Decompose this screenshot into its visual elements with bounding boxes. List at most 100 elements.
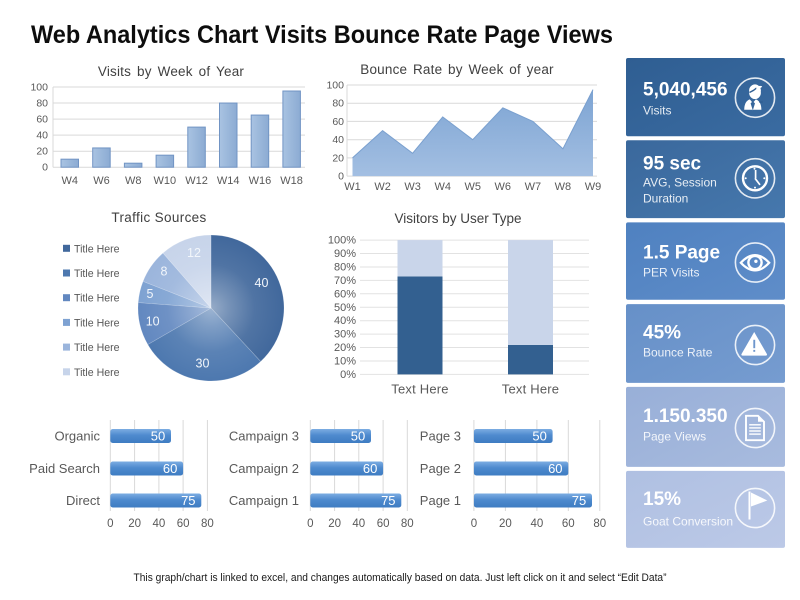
svg-text:Bounce Rate by Week of year: Bounce Rate by Week of year bbox=[360, 62, 554, 77]
svg-text:Traffic Sources: Traffic Sources bbox=[111, 210, 206, 225]
svg-text:W1: W1 bbox=[344, 181, 361, 193]
svg-text:Organic: Organic bbox=[54, 429, 100, 444]
svg-text:75: 75 bbox=[572, 493, 586, 508]
svg-text:W16: W16 bbox=[249, 175, 272, 187]
svg-text:Visits by Week of Year: Visits by Week of Year bbox=[98, 64, 245, 79]
svg-text:0: 0 bbox=[107, 518, 113, 530]
svg-text:Title Here: Title Here bbox=[74, 342, 120, 354]
svg-text:Duration: Duration bbox=[643, 191, 688, 205]
svg-text:75: 75 bbox=[181, 493, 195, 508]
svg-text:Page 2: Page 2 bbox=[420, 461, 461, 476]
svg-text:45%: 45% bbox=[643, 323, 681, 344]
svg-text:40: 40 bbox=[531, 518, 544, 530]
svg-text:5: 5 bbox=[147, 287, 154, 301]
svg-text:W14: W14 bbox=[217, 175, 240, 187]
svg-text:W6: W6 bbox=[93, 175, 110, 187]
svg-text:0: 0 bbox=[42, 162, 48, 174]
svg-text:Direct: Direct bbox=[66, 493, 100, 508]
svg-text:W5: W5 bbox=[464, 181, 481, 193]
svg-text:1.5 Page: 1.5 Page bbox=[643, 243, 720, 264]
svg-text:0: 0 bbox=[307, 518, 313, 530]
svg-text:40: 40 bbox=[153, 518, 166, 530]
svg-text:Web Analytics Chart Visits Bou: Web Analytics Chart Visits Bounce Rate P… bbox=[31, 21, 613, 49]
svg-text:Visits: Visits bbox=[643, 104, 671, 118]
svg-text:W4: W4 bbox=[62, 175, 79, 187]
svg-text:20: 20 bbox=[332, 152, 344, 164]
svg-text:60: 60 bbox=[363, 461, 377, 476]
svg-text:8: 8 bbox=[161, 265, 168, 279]
svg-text:60: 60 bbox=[332, 116, 344, 128]
svg-text:Title Here: Title Here bbox=[74, 367, 120, 379]
svg-text:Campaign 2: Campaign 2 bbox=[229, 461, 299, 476]
svg-text:100: 100 bbox=[326, 80, 344, 92]
svg-text:100: 100 bbox=[30, 82, 48, 94]
svg-text:60: 60 bbox=[163, 461, 177, 476]
svg-text:Title Here: Title Here bbox=[74, 317, 120, 329]
svg-text:Goat Conversion: Goat Conversion bbox=[643, 515, 733, 529]
svg-text:Text Here: Text Here bbox=[502, 382, 559, 397]
svg-text:40: 40 bbox=[255, 276, 269, 290]
svg-text:W8: W8 bbox=[555, 181, 572, 193]
svg-text:Title Here: Title Here bbox=[74, 293, 120, 305]
svg-text:60: 60 bbox=[562, 518, 575, 530]
svg-text:60: 60 bbox=[377, 518, 390, 530]
svg-text:Campaign 3: Campaign 3 bbox=[229, 429, 299, 444]
svg-text:20: 20 bbox=[128, 518, 141, 530]
svg-text:W12: W12 bbox=[185, 175, 208, 187]
svg-text:20: 20 bbox=[499, 518, 512, 530]
svg-text:W18: W18 bbox=[280, 175, 303, 187]
svg-text:20: 20 bbox=[36, 146, 48, 158]
svg-text:50: 50 bbox=[351, 429, 365, 444]
svg-text:80: 80 bbox=[401, 518, 414, 530]
svg-text:W8: W8 bbox=[125, 175, 142, 187]
svg-text:60: 60 bbox=[36, 114, 48, 126]
svg-text:30%: 30% bbox=[334, 329, 356, 341]
svg-text:W6: W6 bbox=[495, 181, 512, 193]
svg-text:1.150.350: 1.150.350 bbox=[643, 406, 728, 427]
svg-text:This graph/chart is linked to: This graph/chart is linked to excel, and… bbox=[134, 572, 667, 584]
svg-text:5,040,456: 5,040,456 bbox=[643, 79, 728, 100]
svg-text:10: 10 bbox=[146, 315, 160, 329]
svg-text:Visitors by User Type: Visitors by User Type bbox=[394, 211, 521, 226]
svg-text:Title Here: Title Here bbox=[74, 243, 120, 255]
svg-text:W3: W3 bbox=[404, 181, 421, 193]
svg-text:W7: W7 bbox=[525, 181, 542, 193]
svg-text:80: 80 bbox=[593, 518, 606, 530]
svg-text:W2: W2 bbox=[374, 181, 391, 193]
svg-text:80: 80 bbox=[332, 98, 344, 110]
svg-text:10%: 10% bbox=[334, 356, 356, 368]
svg-text:75: 75 bbox=[381, 493, 395, 508]
svg-text:100%: 100% bbox=[328, 235, 356, 247]
svg-text:Text Here: Text Here bbox=[391, 382, 448, 397]
svg-text:60%: 60% bbox=[334, 288, 356, 300]
svg-text:20: 20 bbox=[328, 518, 341, 530]
svg-text:60: 60 bbox=[177, 518, 190, 530]
svg-text:20%: 20% bbox=[334, 342, 356, 354]
svg-text:40: 40 bbox=[352, 518, 365, 530]
svg-text:Page Views: Page Views bbox=[643, 430, 706, 444]
svg-text:50%: 50% bbox=[334, 302, 356, 314]
svg-text:40: 40 bbox=[36, 130, 48, 142]
svg-text:50: 50 bbox=[532, 429, 546, 444]
svg-text:30: 30 bbox=[196, 357, 210, 371]
svg-text:12: 12 bbox=[187, 246, 201, 260]
svg-text:15%: 15% bbox=[643, 489, 681, 510]
svg-text:W10: W10 bbox=[153, 175, 176, 187]
svg-text:90%: 90% bbox=[334, 248, 356, 260]
svg-text:W4: W4 bbox=[434, 181, 451, 193]
svg-text:W9: W9 bbox=[585, 181, 602, 193]
svg-text:80%: 80% bbox=[334, 262, 356, 274]
svg-text:0%: 0% bbox=[340, 369, 356, 381]
svg-text:Paid Search: Paid Search bbox=[29, 461, 100, 476]
svg-text:Campaign 1: Campaign 1 bbox=[229, 493, 299, 508]
svg-text:50: 50 bbox=[151, 429, 165, 444]
svg-text:40%: 40% bbox=[334, 315, 356, 327]
svg-text:80: 80 bbox=[201, 518, 214, 530]
svg-text:70%: 70% bbox=[334, 275, 356, 287]
svg-text:Page 3: Page 3 bbox=[420, 429, 461, 444]
svg-text:80: 80 bbox=[36, 98, 48, 110]
svg-text:PER Visits: PER Visits bbox=[643, 266, 699, 280]
svg-text:40: 40 bbox=[332, 134, 344, 146]
svg-text:Page 1: Page 1 bbox=[420, 493, 461, 508]
svg-text:0: 0 bbox=[471, 518, 477, 530]
